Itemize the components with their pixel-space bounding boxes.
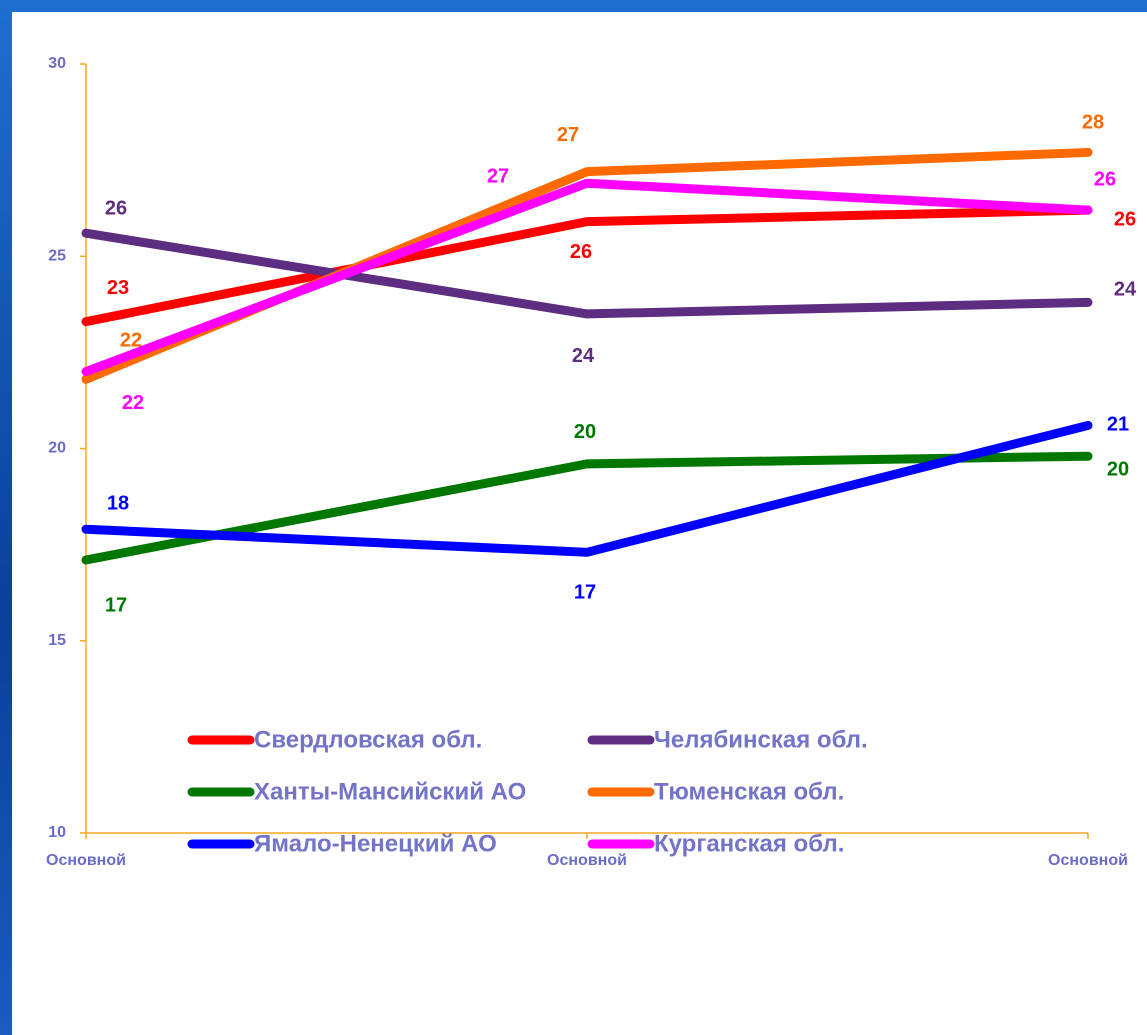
value-label: 26 [570,241,592,263]
legend-label: Челябинская обл. [654,726,868,753]
value-label: 22 [120,330,142,352]
value-label: 20 [1107,458,1129,480]
series-line [81,420,1093,557]
value-label: 28 [1082,112,1104,134]
value-label: 27 [557,124,579,146]
value-label: 24 [572,345,595,367]
x-tick-label: Основной [1048,852,1128,869]
series-line [81,451,1093,565]
x-tick-label: Основной [46,852,126,869]
y-tick-label: 30 [48,55,66,72]
y-tick-label: 10 [48,824,66,841]
series-line [81,228,1093,319]
value-label: 21 [1107,414,1129,436]
series-line [81,178,1093,377]
value-label: 24 [1114,279,1137,301]
value-label: 26 [1114,208,1136,230]
value-label: 26 [105,197,127,219]
x-tick-label: Основной [547,852,627,869]
y-tick-label: 25 [48,247,66,264]
legend-label: Ханты-Мансийский АО [254,778,526,805]
legend-label: Курганская обл. [654,830,844,857]
legend-label: Ямало-Ненецкий АО [254,830,497,857]
y-tick-label: 15 [48,632,66,649]
value-label: 17 [574,582,596,604]
value-label: 26 [1094,168,1116,190]
value-label: 22 [122,392,144,414]
y-tick-label: 20 [48,440,66,457]
legend-label: Свердловская обл. [254,726,482,753]
value-label: 17 [105,594,127,616]
series-line [81,205,1093,327]
value-label: 18 [107,493,129,515]
legend-label: Тюменская обл. [654,778,844,805]
value-label: 27 [487,165,509,187]
value-label: 23 [107,277,129,299]
value-label: 20 [574,421,596,443]
